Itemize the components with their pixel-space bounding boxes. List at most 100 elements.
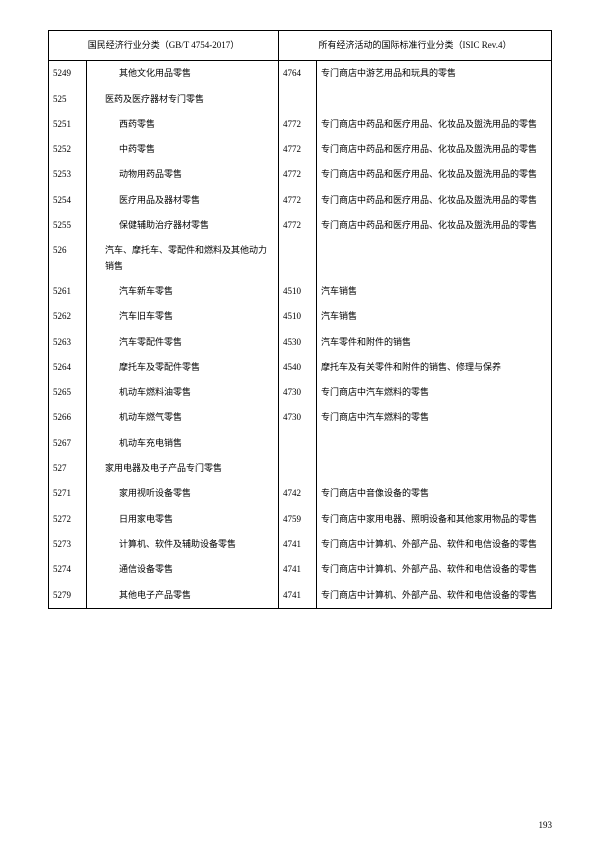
table-row: 5252中药零售4772专门商店中药品和医疗用品、化妆品及盥洗用品的零售 [49,137,552,162]
code-left: 5266 [49,405,87,430]
desc-left: 日用家电零售 [87,507,279,532]
desc-right: 专门商店中汽车燃料的零售 [317,405,552,430]
code-left: 5251 [49,112,87,137]
desc-left: 摩托车及零配件零售 [87,355,279,380]
table-row: 525医药及医疗器材专门零售 [49,87,552,112]
code-right: 4741 [279,583,317,609]
desc-right: 专门商店中游艺用品和玩具的零售 [317,61,552,87]
desc-right: 汽车销售 [317,279,552,304]
desc-right: 汽车销售 [317,304,552,329]
code-right: 4741 [279,557,317,582]
code-right: 4530 [279,330,317,355]
desc-right [317,431,552,456]
desc-right: 汽车零件和附件的销售 [317,330,552,355]
desc-left: 动物用药品零售 [87,162,279,187]
desc-right: 专门商店中药品和医疗用品、化妆品及盥洗用品的零售 [317,112,552,137]
table-row: 5253动物用药品零售4772专门商店中药品和医疗用品、化妆品及盥洗用品的零售 [49,162,552,187]
code-left: 5253 [49,162,87,187]
desc-left: 汽车新车零售 [87,279,279,304]
table-row: 5265机动车燃料油零售4730专门商店中汽车燃料的零售 [49,380,552,405]
desc-left: 汽车零配件零售 [87,330,279,355]
code-left: 5255 [49,213,87,238]
table-row: 5264摩托车及零配件零售4540摩托车及有关零件和附件的销售、修理与保养 [49,355,552,380]
desc-left: 保健辅助治疗器材零售 [87,213,279,238]
desc-right: 摩托车及有关零件和附件的销售、修理与保养 [317,355,552,380]
table-body: 5249其他文化用品零售4764专门商店中游艺用品和玩具的零售525医药及医疗器… [49,61,552,609]
table-row: 5261汽车新车零售4510汽车销售 [49,279,552,304]
desc-left: 医药及医疗器材专门零售 [87,87,279,112]
desc-right: 专门商店中家用电器、照明设备和其他家用物品的零售 [317,507,552,532]
page-container: 国民经济行业分类（GB/T 4754-2017） 所有经济活动的国际标准行业分类… [0,0,600,634]
desc-left: 计算机、软件及辅助设备零售 [87,532,279,557]
desc-right: 专门商店中药品和医疗用品、化妆品及盥洗用品的零售 [317,188,552,213]
code-right: 4772 [279,213,317,238]
table-row: 5279其他电子产品零售4741专门商店中计算机、外部产品、软件和电信设备的零售 [49,583,552,609]
code-right: 4510 [279,304,317,329]
code-left: 5252 [49,137,87,162]
code-right: 4772 [279,162,317,187]
code-right [279,87,317,112]
code-left: 5274 [49,557,87,582]
code-right: 4759 [279,507,317,532]
desc-left: 其他电子产品零售 [87,583,279,609]
desc-left: 汽车、摩托车、零配件和燃料及其他动力销售 [87,238,279,279]
desc-right: 专门商店中药品和医疗用品、化妆品及盥洗用品的零售 [317,162,552,187]
desc-right: 专门商店中音像设备的零售 [317,481,552,506]
desc-right: 专门商店中药品和医疗用品、化妆品及盥洗用品的零售 [317,137,552,162]
desc-left: 家用电器及电子产品专门零售 [87,456,279,481]
table-row: 5272日用家电零售4759专门商店中家用电器、照明设备和其他家用物品的零售 [49,507,552,532]
desc-right: 专门商店中计算机、外部产品、软件和电信设备的零售 [317,583,552,609]
code-left: 5272 [49,507,87,532]
code-left: 527 [49,456,87,481]
table-row: 5274通信设备零售4741专门商店中计算机、外部产品、软件和电信设备的零售 [49,557,552,582]
table-row: 5271家用视听设备零售4742专门商店中音像设备的零售 [49,481,552,506]
code-right: 4540 [279,355,317,380]
desc-right [317,456,552,481]
code-right: 4764 [279,61,317,87]
desc-right: 专门商店中汽车燃料的零售 [317,380,552,405]
code-right [279,456,317,481]
header-right: 所有经济活动的国际标准行业分类（ISIC Rev.4） [279,31,552,61]
table-row: 526汽车、摩托车、零配件和燃料及其他动力销售 [49,238,552,279]
code-left: 5262 [49,304,87,329]
table-row: 5266机动车燃气零售4730专门商店中汽车燃料的零售 [49,405,552,430]
code-left: 526 [49,238,87,279]
code-right [279,431,317,456]
desc-left: 家用视听设备零售 [87,481,279,506]
page-number: 193 [539,820,553,830]
desc-left: 机动车燃气零售 [87,405,279,430]
desc-right: 专门商店中药品和医疗用品、化妆品及盥洗用品的零售 [317,213,552,238]
desc-left: 通信设备零售 [87,557,279,582]
code-right: 4730 [279,405,317,430]
code-right: 4772 [279,112,317,137]
desc-right: 专门商店中计算机、外部产品、软件和电信设备的零售 [317,557,552,582]
code-right: 4772 [279,188,317,213]
code-left: 5263 [49,330,87,355]
table-row: 5249其他文化用品零售4764专门商店中游艺用品和玩具的零售 [49,61,552,87]
table-row: 5263汽车零配件零售4530汽车零件和附件的销售 [49,330,552,355]
desc-left: 中药零售 [87,137,279,162]
desc-left: 医疗用品及器材零售 [87,188,279,213]
code-right [279,238,317,279]
classification-table: 国民经济行业分类（GB/T 4754-2017） 所有经济活动的国际标准行业分类… [48,30,552,609]
code-left: 5273 [49,532,87,557]
table-row: 5273计算机、软件及辅助设备零售4741专门商店中计算机、外部产品、软件和电信… [49,532,552,557]
code-left: 525 [49,87,87,112]
table-row: 5254医疗用品及器材零售4772专门商店中药品和医疗用品、化妆品及盥洗用品的零… [49,188,552,213]
code-right: 4510 [279,279,317,304]
desc-left: 机动车燃料油零售 [87,380,279,405]
table-row: 5251西药零售4772专门商店中药品和医疗用品、化妆品及盥洗用品的零售 [49,112,552,137]
header-left: 国民经济行业分类（GB/T 4754-2017） [49,31,279,61]
table-row: 5255保健辅助治疗器材零售4772专门商店中药品和医疗用品、化妆品及盥洗用品的… [49,213,552,238]
desc-left: 汽车旧车零售 [87,304,279,329]
table-row: 5267机动车充电销售 [49,431,552,456]
code-left: 5264 [49,355,87,380]
table-row: 527家用电器及电子产品专门零售 [49,456,552,481]
code-left: 5267 [49,431,87,456]
code-left: 5249 [49,61,87,87]
code-left: 5265 [49,380,87,405]
code-left: 5261 [49,279,87,304]
code-right: 4730 [279,380,317,405]
code-left: 5271 [49,481,87,506]
desc-right [317,238,552,279]
